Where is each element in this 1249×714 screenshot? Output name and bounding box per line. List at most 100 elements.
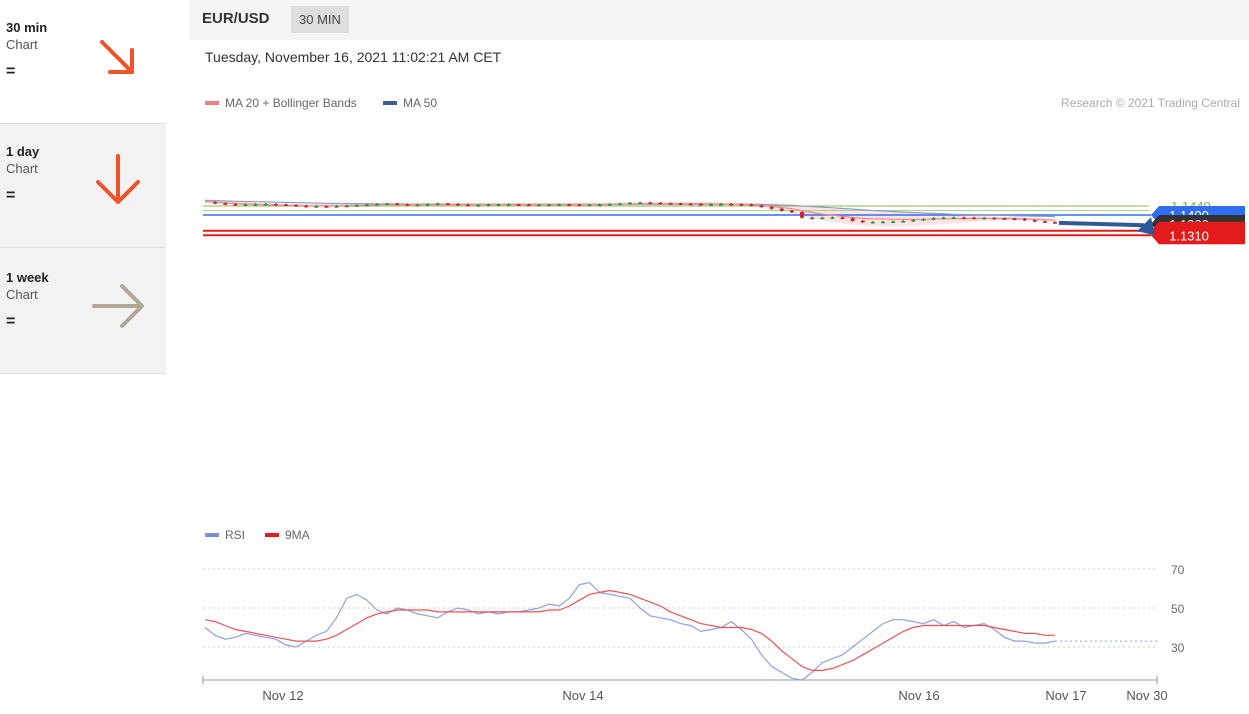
rsi-legend-label: 9MA — [285, 528, 310, 542]
chart-datetime: Tuesday, November 16, 2021 11:02:21 AM C… — [205, 49, 502, 65]
candle-body — [1002, 218, 1007, 220]
candle-body — [769, 206, 774, 209]
candle-body — [455, 203, 460, 206]
candle-body — [506, 204, 511, 206]
horizon-title: 1 day — [6, 144, 40, 159]
horizon-title: 1 week — [6, 270, 49, 285]
candle-body — [638, 202, 643, 205]
candle-body — [354, 205, 359, 207]
horizon-sub: Chart — [6, 37, 38, 52]
candle-body — [708, 204, 713, 206]
rsi-legend-label: RSI — [225, 528, 245, 542]
legend-label: MA 50 — [403, 96, 437, 110]
candle-body — [1012, 218, 1017, 221]
candle-body — [1053, 222, 1057, 224]
forecast-arrow-line — [1058, 220, 1145, 228]
legend-label: MA 20 + Bollinger Bands — [225, 96, 357, 110]
rsi-tick-label: 30 — [1171, 641, 1185, 655]
candle-body — [577, 204, 582, 207]
horizon-sidebar: 30 min Chart = 1 day Chart = 1 week Char… — [0, 0, 166, 374]
candle-body — [395, 203, 400, 206]
candle-body — [334, 206, 339, 208]
candle-body — [496, 204, 501, 206]
candle-body — [698, 203, 703, 206]
candle-body — [314, 206, 319, 208]
candle-body — [344, 205, 349, 208]
candle-body — [678, 203, 683, 206]
rsi-legend-swatch — [265, 533, 279, 537]
candle-body — [324, 206, 329, 208]
candle-body — [253, 204, 258, 206]
symbol-label: EUR/USD — [202, 10, 270, 27]
candle-body — [830, 217, 835, 219]
chart-header: EUR/USD 30 MIN — [189, 0, 1249, 40]
candle-body — [880, 221, 885, 224]
candle-body — [648, 202, 653, 205]
candle-body — [779, 208, 784, 211]
candle-body — [597, 204, 602, 207]
rsi-line — [204, 581, 1056, 681]
candle-body — [547, 204, 552, 207]
candle-body — [526, 204, 531, 207]
horizon-1day[interactable]: 1 day Chart = — [0, 124, 166, 248]
candle-body — [951, 217, 956, 219]
candle-body — [850, 218, 855, 221]
candle-body — [263, 203, 268, 206]
horizon-sub: Chart — [6, 287, 38, 302]
rsi-9ma-line — [204, 589, 1055, 671]
price-chart: MA 20 + Bollinger Bands MA 50 Research © 2… — [202, 96, 1245, 703]
candle-body — [617, 203, 622, 206]
candle-body — [800, 212, 805, 218]
horizon-30min[interactable]: 30 min Chart = — [0, 0, 166, 124]
candle-body — [840, 217, 845, 219]
legend-swatch — [205, 101, 219, 105]
horizon-sign: = — [6, 313, 16, 330]
candle-body — [516, 204, 521, 206]
candle-body — [628, 202, 632, 205]
candle-body — [1042, 221, 1047, 223]
rsi-tick-label: 70 — [1171, 563, 1185, 577]
horizon-sub: Chart — [6, 161, 38, 176]
candle-body — [668, 203, 673, 205]
candle-body — [729, 203, 734, 206]
horizon-title: 30 min — [6, 20, 48, 35]
candle-body — [445, 203, 450, 206]
candle-body — [911, 219, 916, 222]
x-tick-label: Nov 17 — [1045, 688, 1086, 703]
candle-body — [223, 203, 228, 205]
x-tick-label: Nov 30 — [1126, 688, 1167, 703]
candle-body — [476, 205, 481, 207]
candle-body — [294, 205, 299, 207]
x-tick-label: Nov 16 — [898, 688, 939, 703]
candle-body — [536, 204, 541, 207]
candle-body — [1022, 218, 1027, 221]
candle-body — [921, 219, 926, 221]
candle-body — [283, 204, 288, 206]
candle-body — [719, 203, 724, 206]
rsi-legend-swatch — [205, 533, 219, 537]
candle-body — [961, 217, 966, 219]
candle-body — [466, 204, 471, 207]
arrow-down-icon — [96, 154, 140, 204]
candle-body — [405, 204, 410, 206]
timeframe-badge[interactable]: 30 MIN — [291, 6, 349, 33]
candle-body — [810, 217, 815, 220]
x-tick-label: Nov 12 — [262, 688, 303, 703]
candle-body — [789, 210, 794, 213]
candle-body — [860, 220, 865, 223]
candle-body — [567, 204, 572, 206]
candle-body — [688, 203, 693, 206]
candle-body — [941, 217, 946, 220]
chart-panel: EUR/USD 30 MIN Tuesday, November 16, 202… — [189, 0, 1249, 714]
horizon-sign: = — [6, 63, 16, 80]
candle-body — [607, 204, 612, 206]
candle-body — [749, 204, 754, 206]
candle-body — [385, 203, 390, 206]
candle-body — [425, 204, 430, 206]
candle-body — [304, 205, 309, 208]
candle-body — [486, 204, 491, 207]
candle-body — [658, 202, 663, 205]
horizon-sign: = — [6, 187, 16, 204]
horizon-1week[interactable]: 1 week Chart = — [0, 248, 166, 374]
candle-body — [415, 204, 420, 207]
